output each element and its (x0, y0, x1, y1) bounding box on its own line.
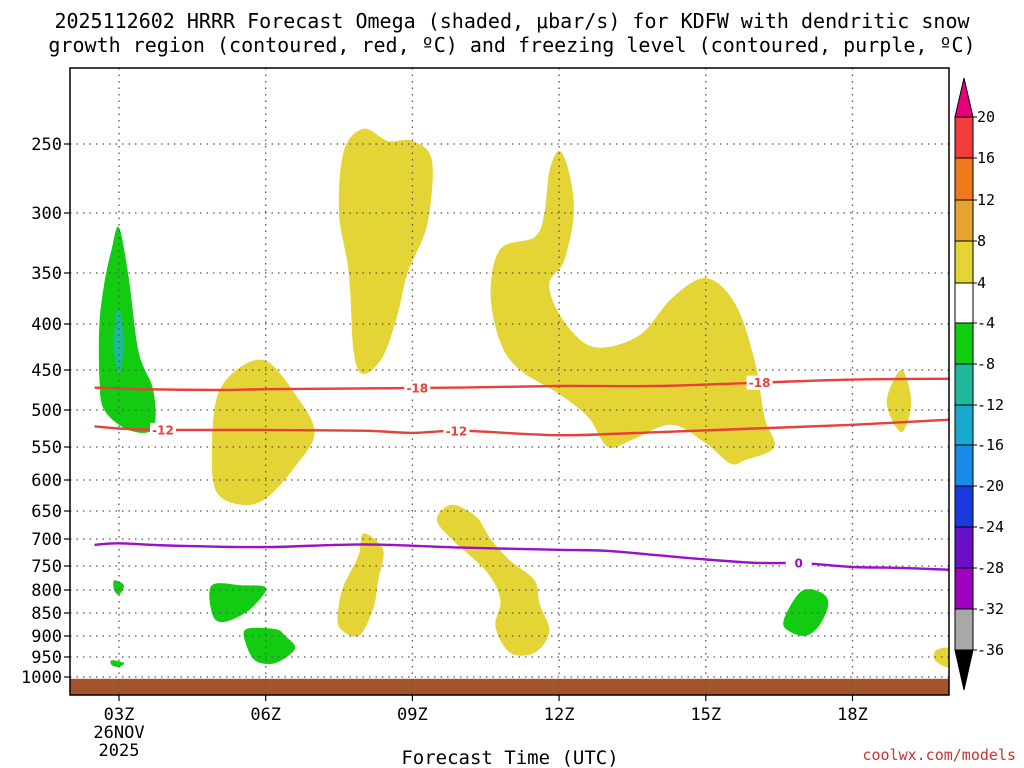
colorbar-bin-5 (954, 322, 974, 365)
upward-motion-4 (209, 583, 267, 623)
colorbar: 20 16 12 8 4 -4 -8 -12 -16 -20 -24 -28 -32 -36 (954, 77, 1004, 691)
y-tick-label-500: 500 (31, 401, 62, 421)
contour-label-0-0: -18 (406, 381, 428, 395)
plot-frame (69, 67, 950, 696)
x-tick-label-18Z: 18Z (837, 705, 868, 725)
x-date-label-1: 2025 (99, 741, 140, 761)
y-tick-label-1000: 1000 (21, 668, 62, 688)
y-tick-label-800: 800 (31, 581, 62, 601)
colorbar-label-9: -20 (977, 477, 1004, 495)
colorbar-bin-4 (954, 282, 974, 324)
upward-motion-3 (110, 660, 125, 668)
y-tick-label-900: 900 (31, 627, 62, 647)
colorbar-bin-12 (954, 608, 974, 651)
ground-terrain (70, 678, 949, 695)
colorbar-bin-7 (954, 404, 974, 446)
contour-label-1-1: -12 (446, 424, 468, 438)
y-tick-label-750: 750 (31, 557, 62, 577)
y-tick-label-700: 700 (31, 530, 62, 550)
contour-label-bg (404, 380, 431, 395)
colorbar-bin-11 (954, 567, 974, 610)
y-tick-label-600: 600 (31, 471, 62, 491)
x-date-label-0: 26NOV (93, 723, 144, 743)
upward-motion-1 (98, 226, 156, 433)
credit-text: coolwx.com/models (862, 746, 1016, 764)
colorbar-bin-10 (954, 526, 974, 569)
colorbar-top-arrow (954, 77, 974, 118)
colorbar-label-8: -16 (977, 436, 1004, 454)
y-tick-label-300: 300 (31, 204, 62, 224)
contour-label-bg (150, 422, 177, 437)
y-tick-label-250: 250 (31, 135, 62, 155)
colorbar-bin-0 (954, 116, 974, 159)
colorbar-label-13: -36 (977, 641, 1004, 659)
colorbar-label-5: -4 (977, 314, 995, 332)
colorbar-label-7: -12 (977, 396, 1004, 414)
colorbar-bin-3 (954, 240, 974, 284)
y-tick-label-850: 850 (31, 604, 62, 624)
y-tick-label-650: 650 (31, 502, 62, 522)
contours: -18 -18 -12 -12 0 (94, 375, 949, 571)
y-tick-label-950: 950 (31, 648, 62, 668)
colorbar-bottom-arrow (954, 649, 974, 691)
plot-area (70, 128, 949, 695)
contour-label-2-0: 0 (795, 557, 803, 571)
x-axis-label: Forecast Time (UTC) (401, 747, 618, 768)
colorbar-label-1: 16 (977, 149, 995, 167)
contour-label-bg (785, 556, 812, 571)
colorbar-bin-2 (954, 199, 974, 242)
colorbar-label-0: 20 (977, 108, 995, 126)
colorbar-bin-1 (954, 157, 974, 201)
contour-label-bg (746, 375, 773, 390)
upward-motion-2 (113, 580, 125, 595)
x-tick-label-15Z: 15Z (690, 705, 721, 725)
x-tick-label-03Z: 03Z (104, 705, 135, 725)
sinking-3 (490, 150, 775, 465)
contour-label-0-1: -18 (749, 376, 771, 390)
chart-title-line1: 2025112602 HRRR Forecast Omega (shaded, … (54, 9, 970, 33)
x-tick-label-09Z: 09Z (397, 705, 428, 725)
colorbar-bin-8 (954, 444, 974, 487)
y-tick-label-450: 450 (31, 361, 62, 381)
chart-title-line2: growth region (contoured, red, ºC) and f… (48, 33, 975, 57)
contour-label-1-0: -12 (152, 423, 174, 437)
colorbar-label-2: 12 (977, 191, 995, 209)
colorbar-bin-9 (954, 485, 974, 528)
colorbar-label-12: -32 (977, 600, 1004, 618)
sinking-4 (886, 370, 912, 433)
colorbar-bin-6 (954, 363, 974, 406)
x-tick-label-12Z: 12Z (544, 705, 575, 725)
sinking-6 (436, 504, 550, 656)
colorbar-label-4: 4 (977, 274, 986, 292)
colorbar-label-3: 8 (977, 232, 986, 250)
contour-label-bg (443, 423, 470, 438)
y-axis: 250 300 350 400 450 500 550 600 650 700 750 800 850 9… (21, 135, 70, 688)
y-tick-label-350: 350 (31, 264, 62, 284)
x-tick-label-06Z: 06Z (250, 705, 281, 725)
colorbar-label-10: -24 (977, 518, 1004, 536)
contour-line-0 (94, 377, 949, 392)
y-tick-label-550: 550 (31, 438, 62, 458)
contour-line-2 (94, 542, 949, 571)
colorbar-label-11: -28 (977, 559, 1004, 577)
sinking-5 (337, 533, 384, 637)
colorbar-label-6: -8 (977, 355, 995, 373)
sinking-2 (338, 128, 433, 375)
y-tick-label-400: 400 (31, 315, 62, 335)
upward-motion-5 (243, 627, 296, 665)
sinking-1 (211, 359, 315, 506)
